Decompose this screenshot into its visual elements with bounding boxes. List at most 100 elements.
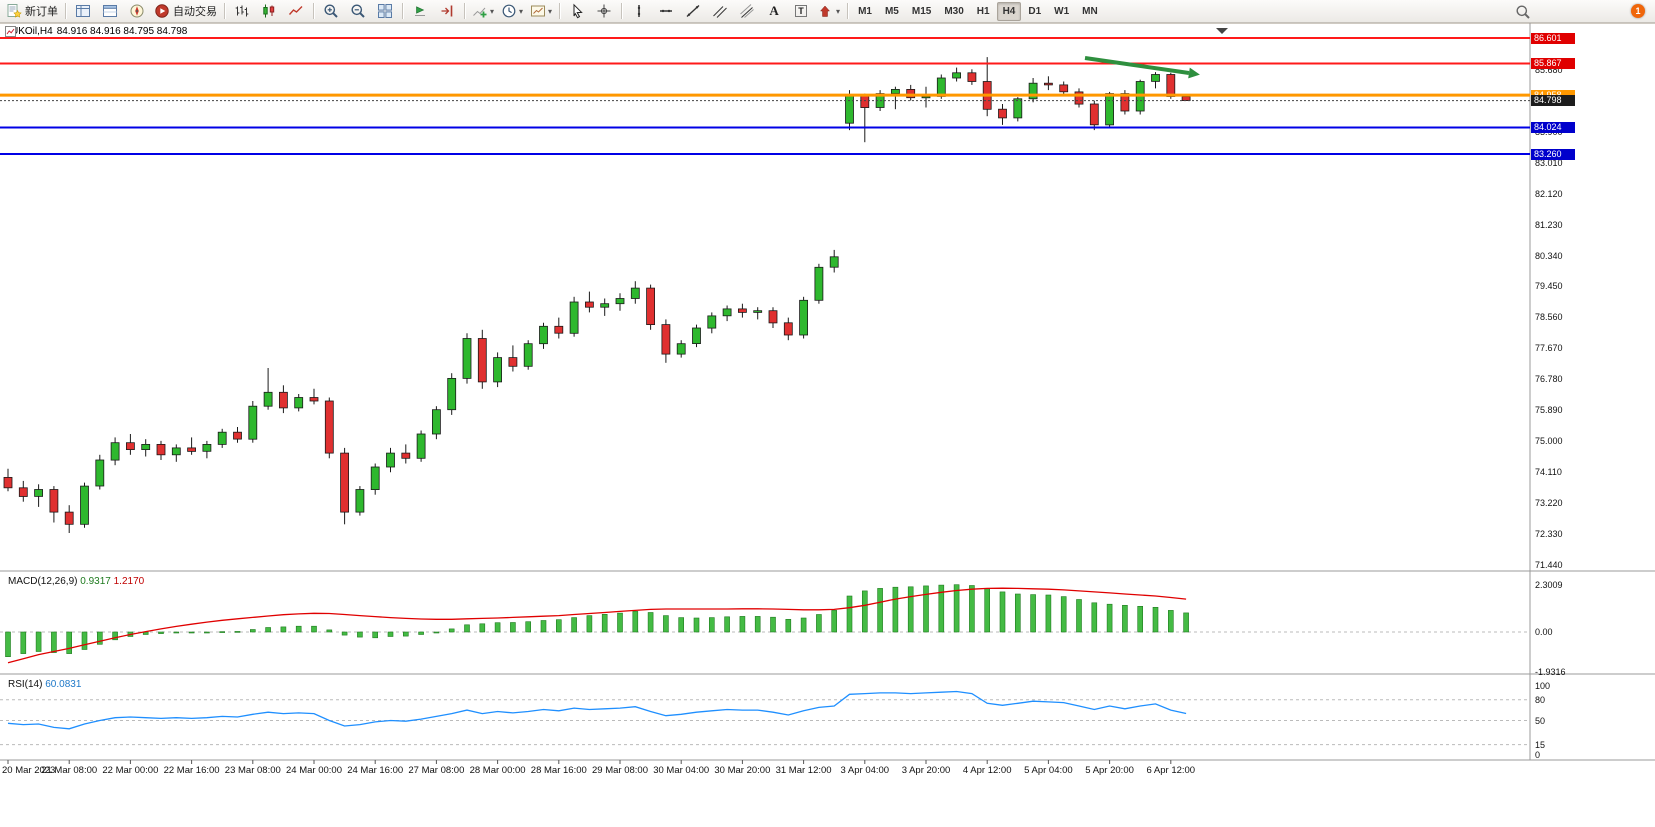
channel-button[interactable]	[707, 0, 733, 22]
navigator-button[interactable]	[124, 0, 150, 22]
toolbar-separator	[224, 3, 225, 19]
chart-symbol-period: UKOil,H4	[11, 26, 53, 37]
rsi-axis-label: 50	[1535, 715, 1546, 726]
time-axis-label: 27 Mar 08:00	[408, 765, 465, 776]
toolbar-separator	[847, 3, 849, 19]
time-axis-label: 31 Mar 12:00	[775, 765, 832, 776]
time-axis-label: 24 Mar 16:00	[347, 765, 404, 776]
vertical-line-button[interactable]	[626, 0, 652, 22]
time-axis-label: 6 Apr 12:00	[1146, 765, 1196, 776]
auto-scroll-button[interactable]	[407, 0, 433, 22]
templates-icon	[530, 3, 546, 19]
price-axis-label: 85.680	[1535, 65, 1563, 75]
cursor-button[interactable]	[564, 0, 590, 22]
arrows-button[interactable]: ▾	[815, 0, 843, 22]
rsi-axis-label: 100	[1535, 681, 1551, 691]
price-axis-label: 82.120	[1535, 188, 1563, 199]
timeframe-m1-button[interactable]: M1	[858, 5, 872, 17]
chart-window[interactable]: UKOil,H4 84.916 84.916 84.795 84.798 MAC…	[0, 23, 1655, 827]
price-badge: 83.260	[1531, 148, 1575, 160]
price-axis-label: 78.560	[1535, 312, 1563, 323]
rsi-name: RSI(14)	[8, 679, 43, 690]
time-axis-label: 5 Apr 20:00	[1085, 765, 1134, 776]
rsi-axis-label: 0	[1535, 750, 1541, 760]
macd-signal-value: 1.2170	[113, 576, 145, 587]
text-glyph: A	[769, 3, 779, 18]
periods-button[interactable]: ▾	[498, 0, 526, 22]
indicators-button[interactable]: ▾	[469, 0, 497, 22]
timeframe-m5-button[interactable]: M5	[884, 5, 899, 17]
new-order-icon	[6, 3, 22, 19]
periods-icon	[501, 3, 517, 19]
channel-icon	[712, 3, 728, 19]
data-window-icon	[102, 3, 118, 19]
trend-arrow-head	[1188, 67, 1200, 79]
chart-title: UKOil,H4 84.916 84.916 84.795 84.798	[5, 26, 190, 37]
timeframe-m15-button[interactable]: M15	[911, 5, 932, 17]
dropdown-caret-icon: ▾	[490, 6, 495, 16]
templates-button[interactable]: ▾	[527, 0, 555, 22]
timeframe-h1-button[interactable]: H1	[976, 5, 990, 17]
crosshair-button[interactable]	[591, 0, 617, 22]
price-axis-label: 72.330	[1535, 528, 1563, 539]
time-axis-label: 22 Mar 16:00	[163, 765, 220, 776]
zoom-in-button[interactable]	[318, 0, 344, 22]
tile-windows-button[interactable]	[372, 0, 398, 22]
zoom-in-icon	[323, 3, 339, 19]
zoom-out-button[interactable]	[345, 0, 371, 22]
time-axis-label: 4 Apr 12:00	[962, 765, 1012, 776]
time-axis-label: 5 Apr 04:00	[1024, 765, 1073, 776]
autotrading-icon	[154, 3, 170, 19]
price-axis-label: 75.000	[1535, 435, 1563, 446]
macd-axis-label: 2.3009	[1535, 579, 1563, 590]
new-order-button[interactable]: 新订单	[3, 0, 61, 22]
rsi-value: 60.0831	[45, 679, 82, 690]
timeframe-m30-button[interactable]: M30	[944, 5, 964, 17]
market-watch-button[interactable]	[70, 0, 96, 22]
chart-shift-button[interactable]	[434, 0, 460, 22]
time-axis-label: 30 Mar 04:00	[653, 765, 710, 776]
autotrading-button[interactable]: 自动交易	[151, 0, 220, 22]
notification-badge[interactable]: 1	[1631, 4, 1645, 18]
time-axis-label: 24 Mar 00:00	[286, 765, 342, 776]
search-button[interactable]	[1510, 1, 1536, 23]
time-axis-label: 30 Mar 20:00	[714, 765, 771, 776]
line-chart-button[interactable]	[283, 0, 309, 22]
text-label-glyph: T	[795, 5, 807, 17]
price-axis-label: 79.450	[1535, 281, 1563, 292]
text-button[interactable]: A	[761, 0, 787, 22]
rsi-indicator-label: RSI(14) 60.0831	[6, 679, 84, 690]
trendline-icon	[685, 3, 701, 19]
text-label-button[interactable]: T	[788, 0, 814, 22]
dropdown-caret-icon: ▾	[836, 6, 841, 16]
horizontal-line-button[interactable]	[653, 0, 679, 22]
price-axis-label: 73.220	[1535, 497, 1563, 508]
timeframe-d1-button[interactable]: D1	[1028, 5, 1042, 17]
time-axis-label: 3 Apr 04:00	[840, 765, 890, 776]
time-axis-label: 29 Mar 08:00	[592, 765, 648, 776]
time-axis-label: 3 Apr 20:00	[901, 765, 951, 776]
market-watch-icon	[75, 3, 91, 19]
timeframe-w1-button[interactable]: W1	[1054, 5, 1070, 17]
timeframe-mn-button[interactable]: MN	[1082, 5, 1098, 17]
bar-chart-button[interactable]	[229, 0, 255, 22]
toolbar-separator	[65, 3, 66, 19]
timeframe-h4-button[interactable]: H4	[996, 1, 1022, 21]
vertical-line-icon	[631, 3, 647, 19]
fibonacci-button[interactable]	[734, 0, 760, 22]
chart-canvas[interactable]	[0, 23, 1655, 827]
price-badge: 86.601	[1531, 32, 1575, 44]
time-axis-label: 23 Mar 08:00	[224, 765, 281, 776]
price-axis-label: 71.440	[1535, 559, 1563, 570]
data-window-button[interactable]	[97, 0, 123, 22]
time-axis-label: 22 Mar 00:00	[102, 765, 159, 776]
trendline-button[interactable]	[680, 0, 706, 22]
toolbar-separator	[464, 3, 465, 19]
price-axis-label: 76.780	[1535, 374, 1563, 385]
search-icon	[1515, 4, 1531, 20]
price-axis-label: 83.010	[1535, 157, 1563, 168]
bar-chart-icon	[234, 3, 250, 19]
toolbar-separator	[313, 3, 314, 19]
price-axis-label: 77.670	[1535, 343, 1563, 354]
candlestick-chart-button[interactable]	[256, 0, 282, 22]
